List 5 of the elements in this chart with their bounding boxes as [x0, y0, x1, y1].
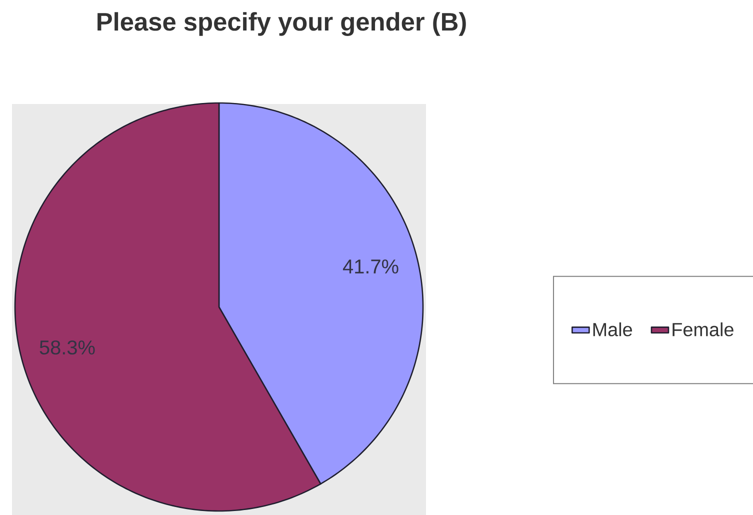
data-label: 41.7%	[342, 260, 398, 274]
data-label: 58.3%	[40, 340, 95, 355]
chart-title: Please specify your gender (B)	[98, 12, 466, 36]
legend-label: Female	[672, 322, 734, 336]
legend-label: Male	[593, 322, 632, 336]
